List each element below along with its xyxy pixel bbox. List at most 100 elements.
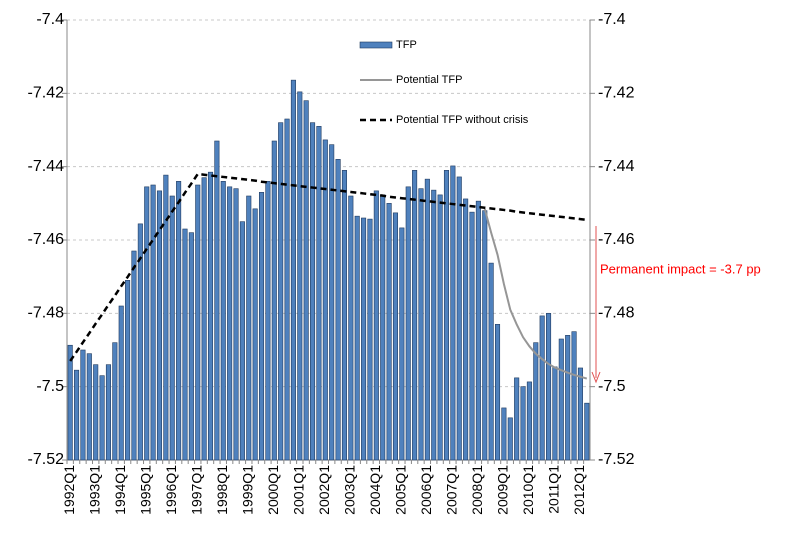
- bar: [354, 215, 360, 461]
- bar: [584, 402, 590, 461]
- x-tick-label: 2001Q1: [291, 465, 307, 515]
- y2-tick-label: -7.52: [598, 451, 635, 468]
- x-tick-label: 2003Q1: [342, 465, 358, 515]
- bar: [418, 188, 424, 461]
- y-tick-label: -7.48: [28, 305, 65, 322]
- bar: [488, 262, 494, 461]
- bar: [501, 407, 507, 461]
- bar: [74, 369, 80, 461]
- bar: [163, 174, 169, 461]
- x-tick-label: 2007Q1: [444, 465, 460, 515]
- y-tick-label: -7.46: [28, 231, 65, 248]
- bar: [450, 165, 456, 461]
- bar: [341, 170, 347, 461]
- x-tick-label: 2000Q1: [265, 465, 281, 515]
- bar: [303, 100, 309, 461]
- x-tick-label: 1998Q1: [214, 465, 230, 515]
- bar: [220, 181, 226, 461]
- bar: [380, 194, 386, 461]
- y-tick-label: -7.4: [36, 11, 64, 28]
- line: [69, 172, 587, 362]
- bar: [456, 176, 462, 461]
- x-tick-label: 2002Q1: [316, 465, 332, 515]
- bar: [252, 208, 258, 461]
- bar: [150, 184, 156, 461]
- x-tick-label: 1997Q1: [188, 465, 204, 515]
- bar: [431, 189, 437, 461]
- bar: [533, 342, 539, 461]
- x-tick-label: 2006Q1: [418, 465, 434, 515]
- y2-tick-label: -7.48: [598, 305, 635, 322]
- bar: [577, 367, 583, 461]
- bar: [144, 186, 150, 461]
- x-tick-label: 2012Q1: [571, 465, 587, 515]
- bar: [443, 170, 450, 461]
- bar: [105, 364, 111, 461]
- x-tick-label: 1995Q1: [137, 465, 153, 515]
- bar: [348, 195, 354, 461]
- y-tick-label: -7.52: [28, 451, 65, 468]
- bar: [176, 181, 182, 461]
- bar: [475, 200, 481, 461]
- bar: [310, 122, 316, 461]
- bar: [373, 190, 379, 461]
- bar: [558, 338, 564, 461]
- bar: [482, 210, 488, 461]
- bar: [93, 364, 99, 461]
- bar: [316, 126, 322, 461]
- x-tick-label: 2008Q1: [469, 465, 485, 515]
- bar: [80, 349, 86, 461]
- x-tick-label: 1992Q1: [61, 465, 77, 515]
- bar: [539, 315, 545, 461]
- bar: [131, 250, 137, 461]
- bar: [437, 194, 443, 461]
- bar: [297, 91, 303, 461]
- x-tick-label: 2005Q1: [393, 465, 409, 515]
- bar: [322, 139, 328, 461]
- x-tick-label: 2004Q1: [367, 465, 383, 515]
- bar: [424, 178, 430, 461]
- bar: [265, 181, 271, 461]
- y2-tick-label: -7.4: [598, 11, 626, 28]
- annotation: Permanent impact = -3.7 pp: [600, 261, 761, 276]
- bar: [201, 177, 207, 461]
- y2-tick-label: -7.46: [598, 231, 635, 248]
- bar: [271, 140, 277, 461]
- bar: [233, 188, 239, 461]
- bar: [239, 221, 245, 461]
- bar: [227, 186, 233, 461]
- legend-label: TFP: [396, 39, 417, 51]
- legend-swatch: [359, 41, 393, 49]
- y2-tick-label: -7.5: [598, 378, 626, 395]
- bar: [118, 305, 124, 461]
- bar: [514, 377, 520, 461]
- x-tick-label: 1993Q1: [86, 465, 102, 515]
- bar: [99, 375, 105, 461]
- bar: [195, 184, 201, 461]
- bar: [67, 344, 73, 461]
- bar: [335, 159, 341, 461]
- bar: [156, 190, 163, 461]
- bar: [290, 79, 296, 461]
- x-tick-label: 1996Q1: [163, 465, 179, 515]
- bar: [367, 218, 373, 461]
- bar: [571, 331, 577, 461]
- bar: [405, 186, 411, 461]
- bar: [552, 366, 558, 461]
- y-tick-label: -7.42: [28, 85, 65, 102]
- bar: [399, 227, 405, 461]
- bar: [137, 223, 143, 461]
- x-tick-label: 1994Q1: [112, 465, 128, 515]
- y-tick-label: -7.5: [36, 378, 64, 395]
- bar: [182, 228, 188, 461]
- bar: [125, 280, 131, 461]
- bar: [188, 232, 194, 461]
- x-tick-label: 1999Q1: [239, 465, 255, 515]
- bar: [361, 217, 367, 461]
- y-tick-label: -7.44: [28, 158, 65, 175]
- legend-label: Potential TFP: [396, 74, 462, 86]
- bar: [86, 353, 92, 461]
- bar: [546, 313, 552, 461]
